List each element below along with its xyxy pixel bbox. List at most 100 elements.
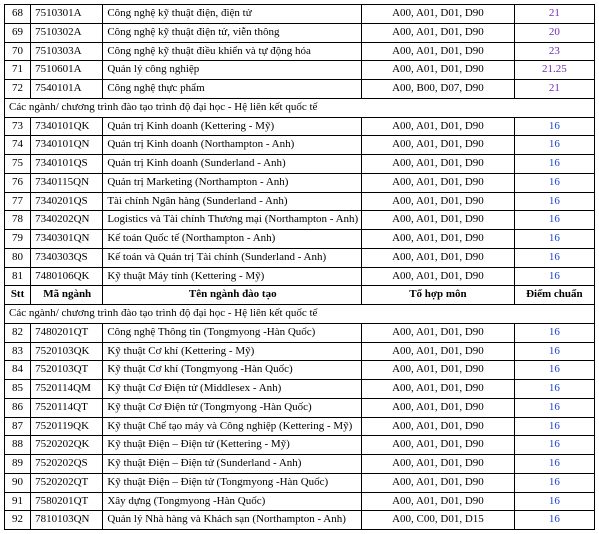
cell-combo: A00, A01, D01, D90: [362, 323, 515, 342]
cell-code: 7340101QN: [31, 136, 103, 155]
cell-score: 16: [514, 417, 594, 436]
cell-code: 7340115QN: [31, 173, 103, 192]
col-name: Tên ngành đào tạo: [103, 286, 362, 305]
cell-score: 16: [514, 230, 594, 249]
cell-score: 21: [514, 80, 594, 99]
cell-code: 7520202QK: [31, 436, 103, 455]
cell-score: 16: [514, 267, 594, 286]
cell-combo: A00, A01, D01, D90: [362, 23, 515, 42]
col-combo: Tổ hợp môn: [362, 286, 515, 305]
cell-code: 7520119QK: [31, 417, 103, 436]
cell-name: Quản lý Nhà hàng và Khách sạn (Northampt…: [103, 511, 362, 530]
table-row: 797340301QNKế toán Quốc tế (Northampton …: [5, 230, 595, 249]
cell-combo: A00, A01, D01, D90: [362, 5, 515, 24]
cell-code: 7520103QK: [31, 342, 103, 361]
cell-combo: A00, A01, D01, D90: [362, 342, 515, 361]
cell-stt: 80: [5, 248, 31, 267]
cell-code: 7340303QS: [31, 248, 103, 267]
cell-name: Kỹ thuật Máy tính (Kettering - Mỹ): [103, 267, 362, 286]
cell-stt: 83: [5, 342, 31, 361]
cell-combo: A00, A01, D01, D90: [362, 173, 515, 192]
cell-name: Công nghệ Thông tin (Tongmyong -Hàn Quốc…: [103, 323, 362, 342]
cell-score: 16: [514, 436, 594, 455]
cell-name: Công nghệ kỹ thuật điện, điện tử: [103, 5, 362, 24]
cell-stt: 88: [5, 436, 31, 455]
cell-stt: 75: [5, 155, 31, 174]
table-row: 857520114QMKỹ thuật Cơ Điện tử (Middlese…: [5, 380, 595, 399]
cell-combo: A00, B00, D07, D90: [362, 80, 515, 99]
table-row: 837520103QKKỹ thuật Cơ khí (Kettering - …: [5, 342, 595, 361]
cell-score: 21: [514, 5, 594, 24]
cell-code: 7340201QS: [31, 192, 103, 211]
section-header: Các ngành/ chương trình đào tạo trình độ…: [5, 98, 595, 117]
cell-name: Kỹ thuật Điện – Điện tử (Tongmyong -Hàn …: [103, 473, 362, 492]
col-score: Điểm chuẩn: [514, 286, 594, 305]
cell-code: 7510302A: [31, 23, 103, 42]
cell-combo: A00, A01, D01, D90: [362, 267, 515, 286]
column-header-row: SttMã ngànhTên ngành đào tạoTổ hợp mônĐi…: [5, 286, 595, 305]
cell-name: Kỹ thuật Cơ khí (Kettering - Mỹ): [103, 342, 362, 361]
section-header: Các ngành/ chương trình đào tạo trình độ…: [5, 305, 595, 324]
table-row: 727540101ACông nghệ thực phẩmA00, B00, D…: [5, 80, 595, 99]
cell-stt: 86: [5, 398, 31, 417]
cell-score: 16: [514, 155, 594, 174]
cell-name: Logistics và Tài chính Thương mại (North…: [103, 211, 362, 230]
cell-score: 16: [514, 117, 594, 136]
cell-score: 16: [514, 248, 594, 267]
cell-score: 16: [514, 473, 594, 492]
cell-stt: 84: [5, 361, 31, 380]
cell-name: Kỹ thuật Cơ Điện tử (Tongmyong -Hàn Quốc…: [103, 398, 362, 417]
cell-name: Quản trị Kinh doanh (Kettering - Mỹ): [103, 117, 362, 136]
cell-score: 16: [514, 361, 594, 380]
cell-combo: A00, A01, D01, D90: [362, 211, 515, 230]
cell-score: 16: [514, 342, 594, 361]
cell-combo: A00, A01, D01, D90: [362, 436, 515, 455]
cell-code: 7810103QN: [31, 511, 103, 530]
table-row: 697510302ACông nghệ kỹ thuật điện tử, vi…: [5, 23, 595, 42]
cell-score: 16: [514, 455, 594, 474]
table-row: 757340101QSQuản trị Kinh doanh (Sunderla…: [5, 155, 595, 174]
cell-name: Tài chính Ngân hàng (Sunderland - Anh): [103, 192, 362, 211]
cell-combo: A00, A01, D01, D90: [362, 61, 515, 80]
table-row: 767340115QNQuản trị Marketing (Northampt…: [5, 173, 595, 192]
table-row: 887520202QKKỹ thuật Điện – Điện tử (Kett…: [5, 436, 595, 455]
cell-combo: A00, A01, D01, D90: [362, 136, 515, 155]
cell-score: 16: [514, 192, 594, 211]
cell-name: Xây dựng (Tongmyong -Hàn Quốc): [103, 492, 362, 511]
cell-stt: 92: [5, 511, 31, 530]
cell-name: Quản trị Kinh doanh (Sunderland - Anh): [103, 155, 362, 174]
cell-stt: 82: [5, 323, 31, 342]
cell-stt: 77: [5, 192, 31, 211]
col-stt: Stt: [5, 286, 31, 305]
cell-combo: A00, A01, D01, D90: [362, 155, 515, 174]
cell-stt: 74: [5, 136, 31, 155]
cell-code: 7510601A: [31, 61, 103, 80]
cell-code: 7520114QT: [31, 398, 103, 417]
cell-score: 23: [514, 42, 594, 61]
table-row: 777340201QSTài chính Ngân hàng (Sunderla…: [5, 192, 595, 211]
cell-name: Kế toán và Quản trị Tài chính (Sunderlan…: [103, 248, 362, 267]
cell-stt: 78: [5, 211, 31, 230]
cell-stt: 68: [5, 5, 31, 24]
cell-stt: 73: [5, 117, 31, 136]
cell-name: Quản trị Marketing (Northampton - Anh): [103, 173, 362, 192]
cell-combo: A00, A01, D01, D90: [362, 361, 515, 380]
cell-stt: 90: [5, 473, 31, 492]
cell-score: 16: [514, 173, 594, 192]
section-title: Các ngành/ chương trình đào tạo trình độ…: [5, 305, 595, 324]
cell-name: Quản trị Kinh doanh (Northampton - Anh): [103, 136, 362, 155]
section-title: Các ngành/ chương trình đào tạo trình độ…: [5, 98, 595, 117]
table-row: 827480201QTCông nghệ Thông tin (Tongmyon…: [5, 323, 595, 342]
cell-code: 7480106QK: [31, 267, 103, 286]
cell-code: 7520202QT: [31, 473, 103, 492]
table-row: 807340303QSKế toán và Quản trị Tài chính…: [5, 248, 595, 267]
table-row: 687510301ACông nghệ kỹ thuật điện, điện …: [5, 5, 595, 24]
table-row: 907520202QTKỹ thuật Điện – Điện tử (Tong…: [5, 473, 595, 492]
table-row: 787340202QNLogistics và Tài chính Thương…: [5, 211, 595, 230]
cell-stt: 70: [5, 42, 31, 61]
cell-code: 7520114QM: [31, 380, 103, 399]
cell-combo: A00, A01, D01, D90: [362, 117, 515, 136]
cell-score: 16: [514, 511, 594, 530]
cell-code: 7580201QT: [31, 492, 103, 511]
cell-combo: A00, A01, D01, D90: [362, 230, 515, 249]
